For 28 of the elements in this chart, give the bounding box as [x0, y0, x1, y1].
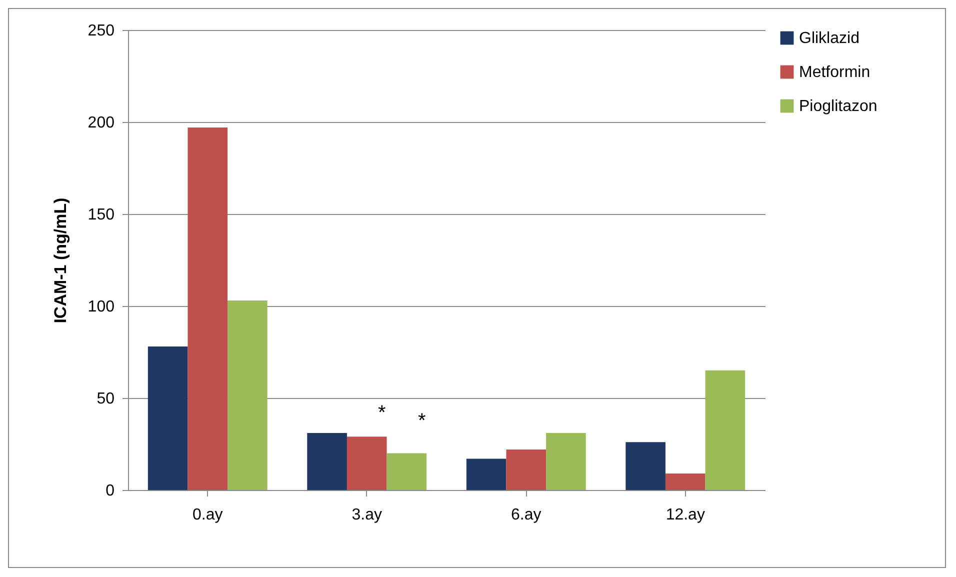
- x-tick-label: 3.ay: [352, 506, 382, 524]
- bar: [188, 128, 228, 490]
- bar: [705, 370, 746, 490]
- bar: [386, 453, 427, 490]
- bar: [546, 432, 586, 490]
- bar: [346, 436, 387, 490]
- x-tick-label: 12.ay: [666, 506, 705, 524]
- y-tick-label: 0: [106, 482, 115, 500]
- x-tick-label: 6.ay: [511, 506, 542, 524]
- bar: [228, 300, 268, 490]
- bar: [665, 473, 706, 490]
- y-tick-label: 250: [88, 22, 115, 40]
- legend-label: Pioglitazon: [799, 98, 878, 115]
- legend-label: Gliklazid: [799, 30, 860, 47]
- y-tick-label: 200: [88, 114, 115, 132]
- x-tick-label: 0.ay: [192, 506, 223, 524]
- bar: [466, 458, 506, 490]
- y-tick-label: 100: [88, 298, 115, 316]
- y-tick-label: 50: [96, 390, 115, 408]
- legend-label: Metformin: [799, 64, 870, 81]
- bar: [506, 450, 546, 490]
- bar: [626, 442, 666, 490]
- bar: [148, 346, 188, 490]
- bar: [307, 432, 347, 490]
- annotation: *: [378, 402, 386, 425]
- y-tick-label: 150: [88, 206, 115, 224]
- annotation: *: [418, 410, 426, 433]
- y-axis-title: ICAM-1 (ng/mL): [50, 198, 70, 324]
